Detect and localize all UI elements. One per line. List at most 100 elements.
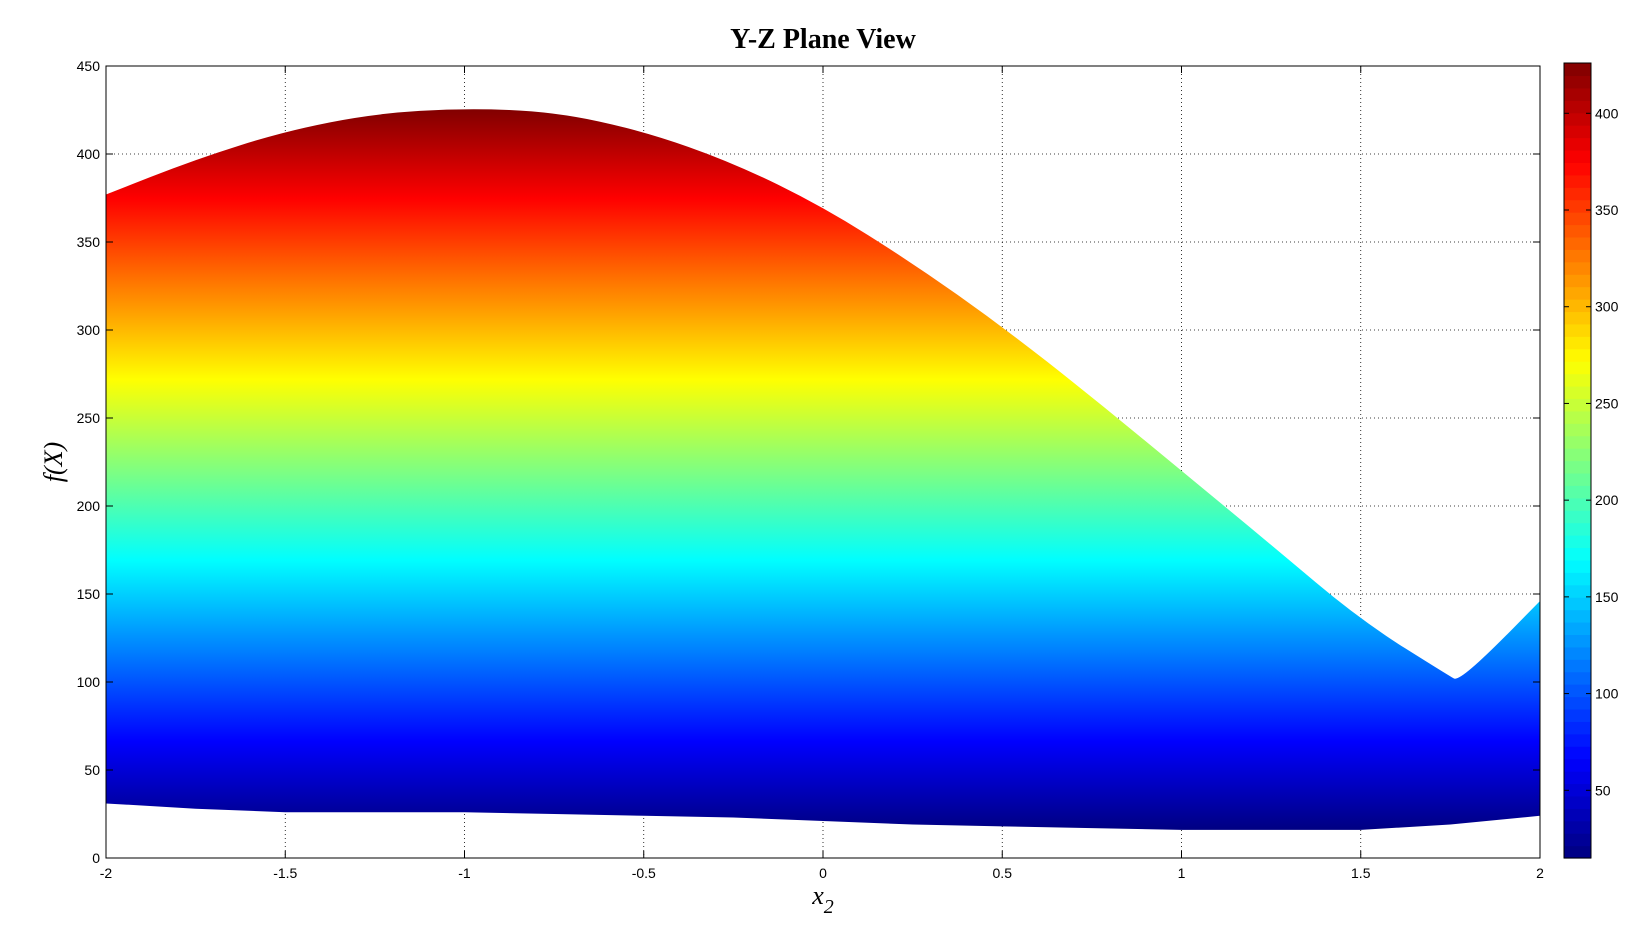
x-tick-label: -2 [100,865,113,881]
y-axis: 0 50 100 150 200 250 300 350 400 450 [77,58,1540,866]
colorbar-swatch [1564,212,1591,226]
x-axis: -2 -1.5 -1 -0.5 0 0.5 1 1.5 2 [100,66,1544,881]
colorbar-swatch [1564,497,1591,511]
colorbar-swatch [1564,671,1591,685]
colorbar-tick-label: 400 [1595,105,1619,121]
colorbar-swatch [1564,795,1591,809]
y-tick-label: 250 [77,410,101,426]
surface-area [106,109,1540,830]
colorbar-tick-label: 350 [1595,202,1619,218]
colorbar-swatch [1564,361,1591,375]
x-tick-label: 1 [1178,865,1186,881]
y-axis-label: f(X) [39,442,68,482]
colorbar-swatch [1564,336,1591,350]
x-tick-label: 0 [819,865,827,881]
colorbar-swatch [1564,472,1591,486]
y-tick-label: 50 [84,762,100,778]
colorbar-swatch [1564,323,1591,337]
colorbar-swatch [1564,572,1591,586]
colorbar-swatch [1564,609,1591,623]
colorbar-swatch [1564,100,1591,114]
colorbar-swatch [1564,510,1591,524]
x-tick-label: 2 [1536,865,1544,881]
colorbar-tick-label: 300 [1595,299,1619,315]
colorbar-tick-label: 200 [1595,492,1619,508]
colorbar-swatch [1564,758,1591,772]
colorbar-swatch [1564,112,1591,126]
colorbar-swatch [1564,684,1591,698]
y-tick-label: 350 [77,234,101,250]
colorbar-swatch [1564,385,1591,399]
x-tick-label: -1.5 [273,865,297,881]
y-tick-label: 400 [77,146,101,162]
colorbar-swatch [1564,845,1591,859]
colorbar-swatch [1564,373,1591,387]
colorbar-swatch [1564,75,1591,89]
colorbar-swatch [1564,746,1591,760]
colorbar-swatch [1564,87,1591,101]
colorbar-swatch [1564,236,1591,250]
colorbar-swatch [1564,187,1591,201]
colorbar-swatch [1564,398,1591,412]
colorbar-swatch [1564,174,1591,188]
colorbar-swatch [1564,199,1591,213]
colorbar-tick-label: 50 [1595,782,1611,798]
colorbar-swatch [1564,162,1591,176]
colorbar-swatch [1564,448,1591,462]
colorbar-swatch [1564,696,1591,710]
colorbar-swatch [1564,423,1591,437]
colorbar-swatch [1564,485,1591,499]
colorbar-swatch [1564,535,1591,549]
colorbar-tick-label: 150 [1595,589,1619,605]
colorbar-swatch [1564,708,1591,722]
colorbar-swatch [1564,149,1591,163]
colorbar-swatch [1564,634,1591,648]
y-tick-label: 450 [77,58,101,74]
y-tick-label: 100 [77,674,101,690]
colorbar-swatch [1564,125,1591,139]
colorbar-swatch [1564,771,1591,785]
colorbar-frame [1563,62,1592,859]
colorbar-swatch [1564,659,1591,673]
colorbar-swatch [1564,721,1591,735]
colorbar-swatch [1564,559,1591,573]
y-tick-label: 300 [77,322,101,338]
colorbar-tick-label: 250 [1595,395,1619,411]
colorbar-swatch [1564,547,1591,561]
colorbar: 50 100 150 200 250 300 350 400 [1563,62,1619,859]
colorbar-swatch [1564,460,1591,474]
colorbar-swatch [1564,261,1591,275]
colorbar-tick-label: 100 [1595,686,1619,702]
colorbar-swatch [1564,435,1591,449]
plot-area [106,109,1540,830]
y-tick-label: 150 [77,586,101,602]
x-tick-label: -1 [458,865,471,881]
colorbar-swatch [1564,733,1591,747]
colorbar-swatch [1564,646,1591,660]
colorbar-swatch [1564,410,1591,424]
colorbar-swatch [1564,63,1591,77]
x-tick-label: 0.5 [993,865,1013,881]
colorbar-swatch [1564,311,1591,325]
colorbar-swatch [1564,137,1591,151]
x-axis-label: x2 [811,881,834,918]
colorbar-swatch [1564,820,1591,834]
chart-title: Y-Z Plane View [730,24,916,55]
x-tick-label: 1.5 [1351,865,1371,881]
colorbar-swatch [1564,348,1591,362]
x-tick-label: -0.5 [632,865,656,881]
colorbar-swatch [1564,249,1591,263]
colorbar-swatch [1564,286,1591,300]
colorbar-swatch [1564,299,1591,313]
colorbar-swatch [1564,808,1591,822]
y-tick-label: 200 [77,498,101,514]
colorbar-swatch [1564,833,1591,847]
colorbar-swatch [1564,783,1591,797]
colorbar-swatch [1564,597,1591,611]
colorbar-swatch [1564,584,1591,598]
colorbar-swatch [1564,621,1591,636]
colorbar-swatch [1564,274,1591,288]
x-axis-label-main: x [811,881,824,910]
x-axis-label-subscript: 2 [824,896,834,918]
